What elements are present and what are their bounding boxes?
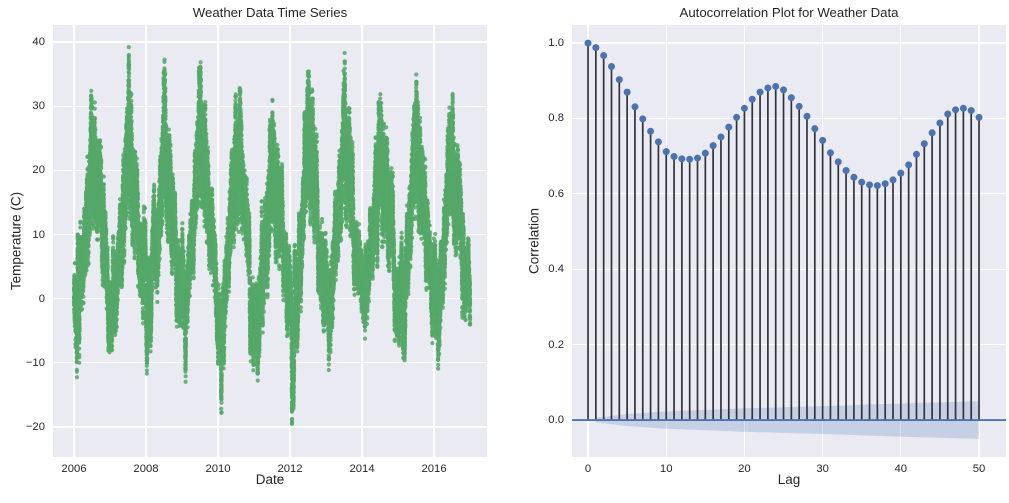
- y-gridline: [572, 344, 1006, 346]
- temperature-scatter-canvas: [53, 25, 487, 457]
- time-series-y-tick-label: 40: [32, 36, 45, 48]
- acf-marker: [748, 95, 756, 103]
- acf-marker: [795, 102, 803, 110]
- autocorrelation-y-tick-label: 0.0: [548, 414, 564, 427]
- acf-marker: [803, 112, 811, 120]
- acf-marker: [631, 103, 639, 111]
- acf-marker: [709, 142, 717, 150]
- time-series-x-tick-label: 2006: [61, 463, 87, 475]
- acf-marker: [912, 150, 920, 158]
- time-series-x-tick-label: 2016: [421, 463, 447, 475]
- time-series-x-tick-label: 2012: [277, 463, 303, 475]
- acf-marker: [701, 149, 709, 157]
- acf-marker: [952, 106, 960, 114]
- acf-marker: [826, 149, 834, 157]
- acf-marker: [623, 88, 631, 96]
- acf-marker: [600, 52, 608, 60]
- autocorrelation-x-tick-label: 30: [816, 463, 829, 475]
- acf-marker: [780, 86, 788, 94]
- acf-marker: [592, 44, 600, 52]
- acf-marker: [975, 113, 983, 121]
- acf-marker: [834, 158, 842, 166]
- acf-marker: [881, 180, 889, 188]
- autocorrelation-xaxis-label: Lag: [777, 472, 801, 487]
- time-series-plot-title: Weather Data Time Series: [192, 5, 348, 20]
- acf-marker: [725, 123, 733, 131]
- acf-marker: [889, 176, 897, 184]
- acf-marker: [733, 113, 741, 121]
- y-gridline: [572, 193, 1006, 195]
- time-series-axes: [53, 25, 487, 457]
- acf-marker: [819, 136, 827, 144]
- acf-marker: [647, 127, 655, 135]
- acf-marker: [694, 154, 702, 162]
- acf-marker: [615, 76, 623, 84]
- acf-marker: [928, 129, 936, 137]
- autocorrelation-y-tick-label: 1.0: [548, 37, 564, 50]
- acf-marker: [686, 155, 694, 163]
- acf-marker: [873, 182, 881, 190]
- acf-marker: [967, 107, 975, 115]
- acf-marker: [740, 104, 748, 112]
- y-gridline: [572, 268, 1006, 270]
- time-series-y-tick-label: 30: [32, 100, 45, 113]
- y-gridline: [572, 42, 1006, 44]
- acf-marker: [662, 148, 670, 156]
- acf-marker: [607, 62, 615, 70]
- autocorrelation-x-tick-label: 40: [894, 463, 908, 475]
- time-series-xaxis-label: Date: [255, 472, 285, 487]
- acf-marker: [787, 94, 795, 102]
- autocorrelation-stem-plot: [572, 39, 1006, 439]
- acf-marker: [897, 169, 905, 177]
- autocorrelation-axes: [572, 25, 1006, 457]
- acf-marker: [584, 39, 592, 47]
- time-series-x-tick-label: 2010: [205, 463, 231, 475]
- acf-marker: [842, 167, 850, 175]
- acf-marker: [654, 138, 662, 146]
- autocorrelation-x-tick-label: 20: [738, 463, 751, 475]
- autocorrelation-x-tick-label: 10: [659, 463, 673, 475]
- acf-marker: [717, 133, 725, 141]
- acf-marker: [905, 161, 913, 169]
- autocorrelation-x-tick-label: 0: [584, 463, 592, 475]
- autocorrelation-y-tick-label: 0.8: [548, 112, 564, 125]
- time-series-y-tick-label: 0: [38, 292, 45, 305]
- acf-marker: [670, 153, 678, 161]
- autocorrelation-y-tick-label: 0.2: [548, 338, 564, 351]
- acf-markers-group: [584, 39, 983, 190]
- acf-marker: [866, 181, 874, 189]
- acf-marker: [936, 119, 944, 127]
- autocorrelation-plot-title: Autocorrelation Plot for Weather Data: [679, 5, 899, 20]
- time-series-y-tick-label: −10: [25, 356, 45, 369]
- acf-marker: [756, 88, 764, 96]
- acf-marker: [858, 178, 866, 186]
- autocorrelation-x-tick-label: 50: [972, 463, 986, 475]
- stem-lines-group: [587, 43, 980, 421]
- time-series-x-tick-label: 2008: [133, 463, 159, 475]
- acf-marker: [920, 140, 928, 148]
- time-series-y-tick-label: −20: [25, 421, 45, 434]
- acf-marker: [678, 155, 686, 163]
- acf-marker: [639, 115, 647, 123]
- y-gridline: [572, 117, 1006, 120]
- acf-marker: [850, 173, 858, 181]
- autocorrelation-y-tick-label: 0.6: [548, 187, 564, 200]
- time-series-x-tick-label: 2014: [349, 463, 375, 475]
- acf-marker: [764, 84, 772, 92]
- autocorrelation-y-tick-label: 0.4: [548, 263, 564, 276]
- time-series-y-tick-label: 10: [32, 228, 45, 241]
- acf-marker: [772, 82, 780, 90]
- acf-marker: [959, 104, 967, 112]
- time-series-y-tick-label: 20: [32, 164, 45, 177]
- acf-marker: [811, 125, 819, 133]
- acf-marker: [944, 110, 952, 118]
